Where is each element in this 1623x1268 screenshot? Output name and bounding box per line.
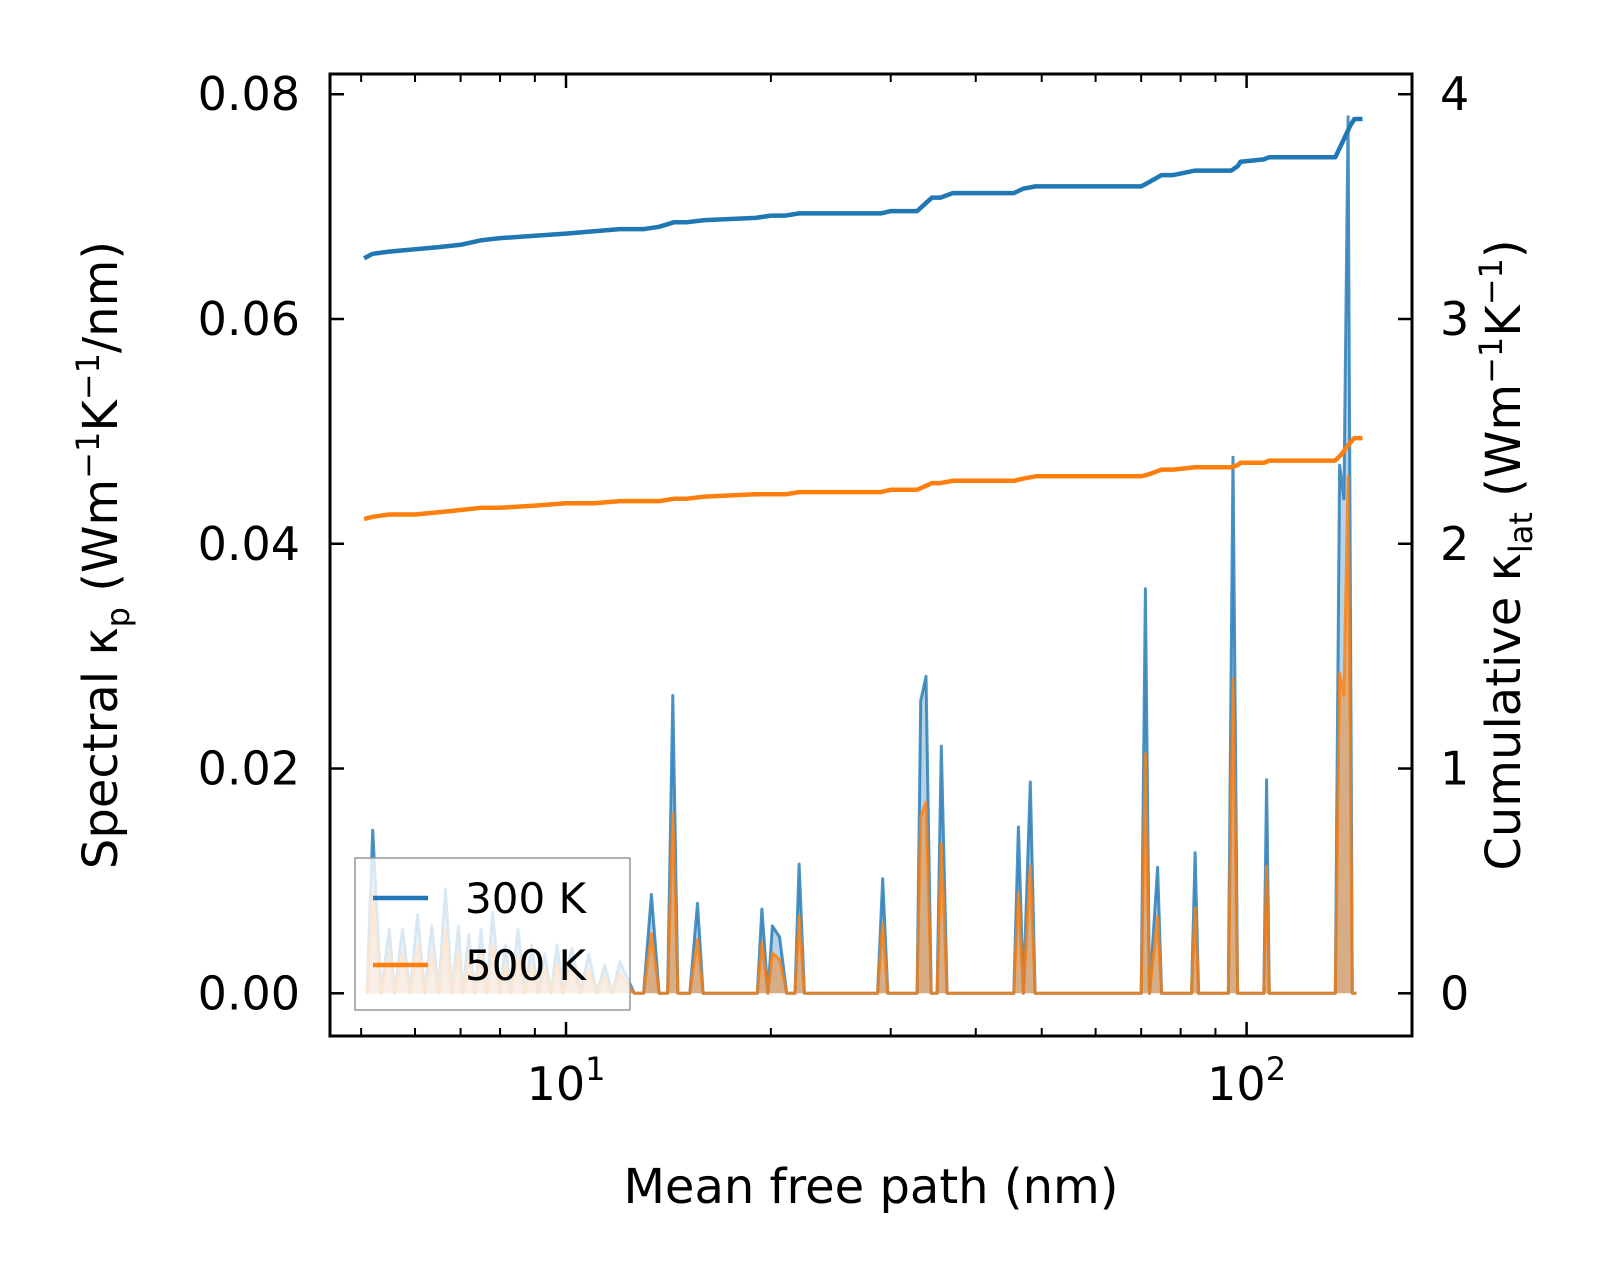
y-right-main: Cumulative κ xyxy=(1476,553,1532,871)
y-axis-label-right: Cumulative κlat (Wm−1K−1) xyxy=(1472,239,1540,870)
cumulative-lines xyxy=(363,116,1363,522)
y-left-sup2: −1 xyxy=(69,353,107,400)
y-right-tick-label: 1 xyxy=(1440,742,1469,796)
x-tick-label: 102 xyxy=(1207,1050,1286,1111)
y-left-tick-label: 0.04 xyxy=(198,517,300,571)
x-tick-label: 101 xyxy=(527,1050,606,1111)
x-tick-base: 10 xyxy=(1207,1057,1266,1111)
x-axis-label: Mean free path (nm) xyxy=(624,1159,1119,1215)
legend-label-500K: 500 K xyxy=(465,941,588,990)
legend-label-300K: 300 K xyxy=(465,874,588,923)
y-axis-label-left: Spectral κp (Wm−1K−1/nm) xyxy=(69,241,137,869)
x-tick-exponent: 1 xyxy=(585,1050,605,1088)
y-right-sup2: −1 xyxy=(1472,258,1510,305)
y-left-tick-label: 0.02 xyxy=(198,742,300,796)
plot-frame xyxy=(328,72,1414,1038)
y-left-unit-c: /nm) xyxy=(73,241,129,353)
y-left-tick-label: 0.00 xyxy=(198,966,300,1020)
y-right-tick-label: 2 xyxy=(1440,517,1469,571)
y-left-sup1: −1 xyxy=(69,432,107,479)
y-right-tick-label: 0 xyxy=(1440,966,1469,1020)
y-left-main: Spectral κ xyxy=(73,627,129,869)
legend-box xyxy=(354,857,631,1011)
y-left-tick-label: 0.08 xyxy=(198,67,300,121)
y-right-sub: lat xyxy=(1502,512,1540,553)
y-left-tick-label: 0.06 xyxy=(198,292,300,346)
y-right-unit-c: ) xyxy=(1476,239,1532,258)
x-tick-base: 10 xyxy=(527,1057,586,1111)
y-right-tick-label: 3 xyxy=(1440,292,1469,346)
y-left-sub: p xyxy=(99,607,137,627)
y-right-unit-a: (Wm xyxy=(1476,384,1532,512)
y-right-unit-b: K xyxy=(1476,304,1532,337)
y-left-unit-a: (Wm xyxy=(73,479,129,607)
y-right-sup1: −1 xyxy=(1472,337,1510,384)
x-tick-exponent: 2 xyxy=(1266,1050,1286,1088)
axis-ticks xyxy=(330,74,1412,1036)
cumulative-line-300K xyxy=(363,116,1363,261)
y-right-tick-label: 4 xyxy=(1440,67,1469,121)
legend: 300 K 500 K xyxy=(354,857,631,1011)
y-left-unit-b: K xyxy=(73,399,129,432)
cumulative-line-500K xyxy=(363,435,1363,522)
